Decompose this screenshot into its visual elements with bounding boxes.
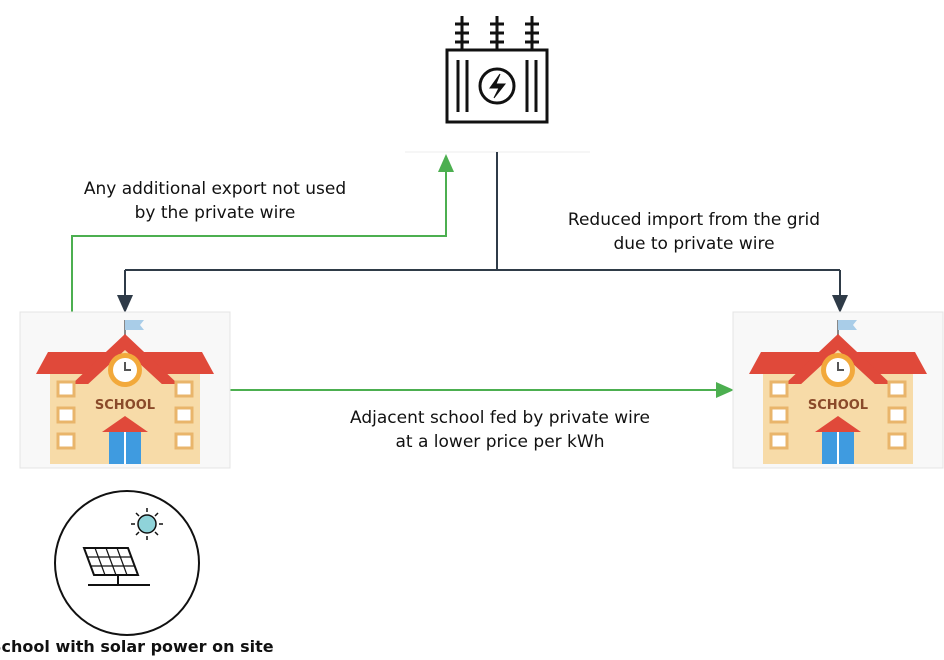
diagram: SCHOOL SCHOOL Any additional export not … — [0, 0, 944, 660]
school-sign: SCHOOL — [95, 398, 155, 413]
solar-icon — [55, 491, 199, 635]
solar-school-label: School with solar power on site — [0, 637, 274, 656]
school-sign: SCHOOL — [808, 398, 868, 413]
school-icon — [733, 312, 943, 468]
school-icon — [20, 312, 230, 468]
